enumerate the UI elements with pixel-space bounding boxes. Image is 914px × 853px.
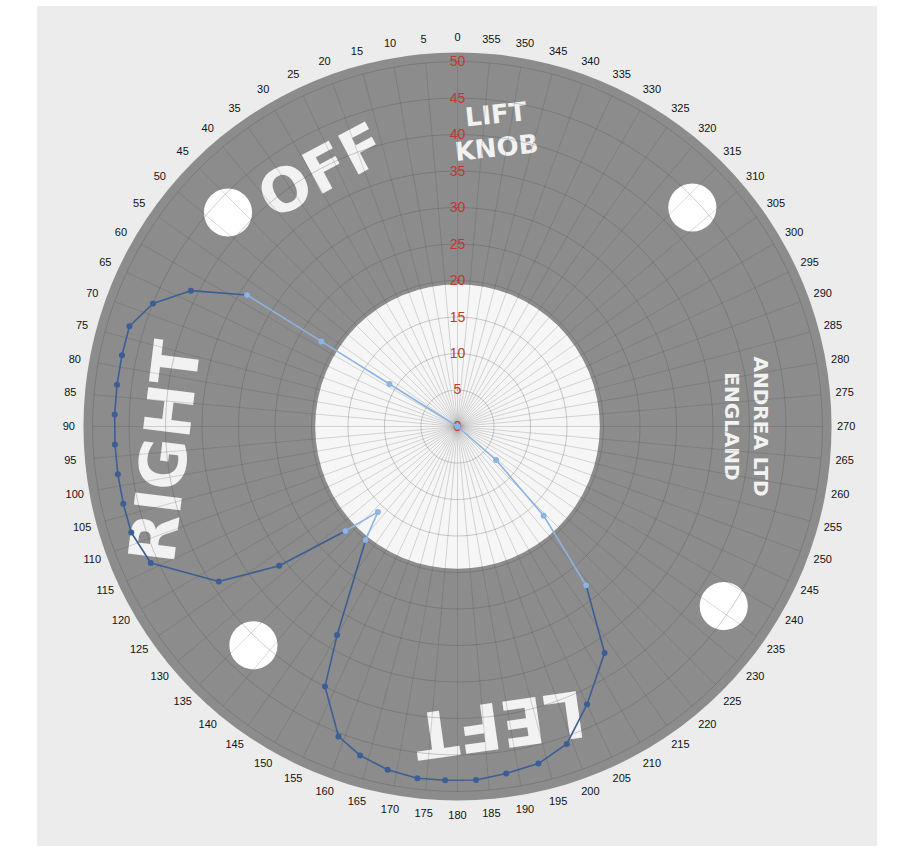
svg-text:0: 0 xyxy=(454,418,462,434)
svg-text:295: 295 xyxy=(801,256,819,268)
svg-text:180: 180 xyxy=(448,809,466,821)
svg-text:350: 350 xyxy=(516,37,534,49)
svg-text:315: 315 xyxy=(723,145,741,157)
svg-text:240: 240 xyxy=(785,614,803,626)
svg-text:205: 205 xyxy=(613,772,631,784)
svg-text:245: 245 xyxy=(801,584,819,596)
svg-text:15: 15 xyxy=(450,309,466,325)
svg-text:RIGHT: RIGHT xyxy=(114,336,216,567)
svg-text:235: 235 xyxy=(767,643,785,655)
svg-text:210: 210 xyxy=(643,757,661,769)
svg-text:145: 145 xyxy=(225,738,243,750)
svg-text:220: 220 xyxy=(698,718,716,730)
svg-text:ENGLAND: ENGLAND xyxy=(719,372,744,481)
svg-text:115: 115 xyxy=(97,584,115,596)
svg-text:300: 300 xyxy=(785,226,803,238)
svg-text:200: 200 xyxy=(581,785,599,797)
svg-text:280: 280 xyxy=(831,353,849,365)
svg-text:305: 305 xyxy=(767,197,785,209)
svg-text:130: 130 xyxy=(151,670,169,682)
svg-text:255: 255 xyxy=(824,521,842,533)
svg-text:345: 345 xyxy=(549,45,567,57)
svg-text:335: 335 xyxy=(613,68,631,80)
svg-text:355: 355 xyxy=(482,33,500,45)
svg-text:215: 215 xyxy=(671,738,689,750)
svg-text:5: 5 xyxy=(454,381,462,397)
svg-text:55: 55 xyxy=(133,197,145,209)
svg-text:260: 260 xyxy=(831,488,849,500)
svg-text:30: 30 xyxy=(257,83,269,95)
svg-text:100: 100 xyxy=(66,488,84,500)
svg-text:160: 160 xyxy=(315,785,333,797)
svg-text:285: 285 xyxy=(824,319,842,331)
svg-text:125: 125 xyxy=(130,643,148,655)
svg-text:OFF: OFF xyxy=(246,108,396,232)
svg-text:5: 5 xyxy=(421,33,427,45)
svg-text:120: 120 xyxy=(112,614,130,626)
svg-text:150: 150 xyxy=(254,757,272,769)
svg-text:310: 310 xyxy=(746,170,764,182)
svg-text:230: 230 xyxy=(746,670,764,682)
svg-text:320: 320 xyxy=(698,122,716,134)
svg-text:95: 95 xyxy=(64,454,76,466)
svg-text:195: 195 xyxy=(549,795,567,807)
svg-text:190: 190 xyxy=(516,803,534,815)
svg-text:50: 50 xyxy=(450,53,466,69)
svg-text:30: 30 xyxy=(450,199,466,215)
svg-text:155: 155 xyxy=(284,772,302,784)
svg-text:ANDREA LTD: ANDREA LTD xyxy=(749,356,773,497)
svg-text:40: 40 xyxy=(450,126,466,142)
svg-text:10: 10 xyxy=(384,37,396,49)
svg-text:170: 170 xyxy=(381,803,399,815)
svg-text:275: 275 xyxy=(835,386,853,398)
svg-text:0: 0 xyxy=(454,31,460,43)
svg-text:135: 135 xyxy=(174,695,192,707)
svg-text:165: 165 xyxy=(348,795,366,807)
svg-text:250: 250 xyxy=(814,553,832,565)
svg-text:340: 340 xyxy=(581,55,599,67)
svg-text:330: 330 xyxy=(643,83,661,95)
svg-text:80: 80 xyxy=(69,353,81,365)
svg-text:50: 50 xyxy=(154,170,166,182)
svg-text:35: 35 xyxy=(228,102,240,114)
svg-text:45: 45 xyxy=(450,90,466,106)
svg-text:60: 60 xyxy=(115,226,127,238)
svg-text:10: 10 xyxy=(450,345,466,361)
svg-text:75: 75 xyxy=(76,319,88,331)
svg-text:290: 290 xyxy=(814,287,832,299)
svg-text:90: 90 xyxy=(63,420,75,432)
svg-text:140: 140 xyxy=(199,718,217,730)
svg-text:45: 45 xyxy=(177,145,189,157)
svg-text:85: 85 xyxy=(64,386,76,398)
svg-text:35: 35 xyxy=(450,163,466,179)
svg-text:185: 185 xyxy=(482,807,500,819)
svg-text:40: 40 xyxy=(202,122,214,134)
svg-text:20: 20 xyxy=(450,272,466,288)
svg-text:265: 265 xyxy=(835,454,853,466)
svg-text:15: 15 xyxy=(351,45,363,57)
svg-text:25: 25 xyxy=(450,236,466,252)
svg-text:270: 270 xyxy=(837,420,855,432)
svg-text:25: 25 xyxy=(287,68,299,80)
svg-text:LEFT: LEFT xyxy=(409,676,590,773)
svg-text:KNOB: KNOB xyxy=(453,128,540,167)
svg-text:20: 20 xyxy=(318,55,330,67)
svg-text:225: 225 xyxy=(723,695,741,707)
svg-text:LIFT: LIFT xyxy=(463,96,528,132)
svg-text:325: 325 xyxy=(671,102,689,114)
svg-text:70: 70 xyxy=(86,287,98,299)
svg-text:105: 105 xyxy=(73,521,91,533)
svg-text:110: 110 xyxy=(84,553,102,565)
svg-text:175: 175 xyxy=(414,807,432,819)
svg-text:65: 65 xyxy=(99,256,111,268)
